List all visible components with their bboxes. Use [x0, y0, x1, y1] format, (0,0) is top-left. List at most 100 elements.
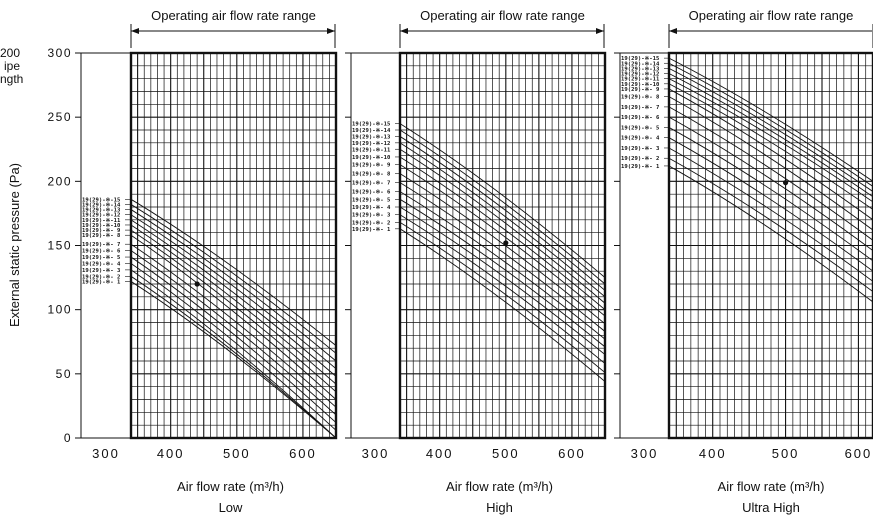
- series-line-10: [669, 83, 873, 210]
- range-arrow-head-left: [669, 28, 677, 34]
- series-curves: [400, 123, 605, 382]
- chart-panel-2: 300 400 500 600 Operating air flow rate rang…: [345, 8, 607, 515]
- series-label: 19(29)-※- 8: [352, 170, 391, 178]
- x-tick-label: 500: [772, 446, 800, 461]
- series-label: 19(29)-※-10: [621, 80, 660, 88]
- series-label: 19(29)-※- 5: [352, 195, 390, 203]
- x-axis-label: Air flow rate (m³/h): [718, 479, 825, 494]
- series-labels: 19(29)-※-1519(29)-※-1419(29)-※-1319(29)-…: [621, 54, 669, 170]
- series-label: 19(29)-※-10: [82, 221, 121, 229]
- series-label: 19(29)-※- 7: [82, 240, 120, 248]
- series-line-12: [400, 142, 605, 298]
- series-label: 19(29)-※- 3: [82, 266, 120, 274]
- operating-range-frame: [667, 51, 873, 440]
- fan-mode-label: Ultra High: [742, 500, 800, 515]
- side-note: 200 ipe ngth: [0, 46, 23, 86]
- series-label: 19(29)-※- 6: [352, 188, 391, 196]
- x-tick-label: 300: [92, 446, 120, 461]
- series-label: 19(29)-※- 9: [352, 161, 391, 169]
- x-tick-label: 600: [558, 446, 586, 461]
- series-curves: [131, 198, 336, 438]
- x-tick-label: 300: [362, 446, 390, 461]
- series-label: 19(29)-※- 1: [352, 225, 391, 233]
- y-tick-label: 300: [47, 46, 72, 60]
- series-line-7: [669, 106, 873, 241]
- operating-range-label: Operating air flow rate range: [420, 8, 585, 23]
- series-line-8: [400, 173, 605, 325]
- series-label: 19(29)-※-12: [352, 139, 390, 147]
- operating-range-frame: [129, 51, 338, 440]
- y-tick-label: 250: [47, 110, 72, 124]
- series-line-10: [400, 156, 605, 311]
- series-labels: 19(29)-※-1519(29)-※-1419(29)-※-1319(29)-…: [352, 120, 400, 233]
- series-label: 19(29)-※- 8: [621, 93, 660, 101]
- series-label: 19(29)-※- 2: [82, 272, 120, 280]
- series-line-1: [131, 281, 336, 438]
- series-line-7: [131, 243, 336, 408]
- operating-range-frame: [398, 51, 607, 440]
- series-line-9: [131, 229, 336, 393]
- series-label: 19(29)-※-14: [621, 59, 660, 67]
- grid: [131, 53, 336, 438]
- series-line-1: [669, 165, 873, 303]
- series-line-8: [131, 234, 336, 400]
- operating-range-label: Operating air flow rate range: [151, 8, 316, 23]
- series-line-15: [131, 198, 336, 346]
- chart-panel-3: 300 400 500 600 Operating air flow rate rang…: [614, 8, 873, 515]
- fan-mode-label: High: [486, 500, 513, 515]
- series-label: 19(29)-※- 5: [82, 253, 120, 261]
- series-label: 19(29)-※-11: [82, 216, 121, 224]
- series-label: 19(29)-※-14: [82, 200, 121, 208]
- series-labels: 19(29)-※-1519(29)-※-1419(29)-※-1319(29)-…: [82, 195, 131, 285]
- series-label: 19(29)-※-10: [352, 153, 391, 161]
- series-label: 19(29)-※-13: [82, 206, 120, 214]
- series-line-13: [131, 209, 336, 362]
- series-label: 19(29)-※- 6: [82, 247, 121, 255]
- series-label: 19(29)-※- 7: [352, 179, 390, 187]
- series-label: 19(29)-※-13: [352, 132, 390, 140]
- x-tick-label: 500: [223, 446, 251, 461]
- series-line-4: [669, 137, 873, 272]
- x-tick-label: 400: [699, 446, 727, 461]
- chart-panel-1: 0 50 100 150 200 250 300 300 400 500 600 Operating …: [47, 8, 338, 515]
- series-line-15: [669, 57, 873, 182]
- series-line-8: [669, 96, 873, 231]
- series-label: 19(29)-※-12: [621, 70, 659, 78]
- series-line-15: [400, 123, 605, 278]
- series-label: 19(29)-※-11: [621, 75, 660, 83]
- y-axis-label: External static pressure (Pa): [7, 163, 22, 327]
- series-label: 19(29)-※- 2: [352, 218, 390, 226]
- series-line-14: [669, 62, 873, 187]
- series-line-6: [131, 250, 336, 416]
- x-tick-label: 300: [631, 446, 659, 461]
- series-line-14: [400, 129, 605, 285]
- series-label: 19(29)-※- 1: [82, 277, 121, 285]
- series-line-12: [669, 73, 873, 198]
- rated-point-marker: [194, 281, 200, 287]
- series-line-3: [131, 269, 336, 438]
- series-label: 19(29)-※- 6: [621, 113, 660, 121]
- series-label: 19(29)-※- 5: [621, 123, 659, 131]
- series-label: 19(29)-※- 2: [621, 154, 659, 162]
- series-label: 19(29)-※- 4: [352, 203, 391, 211]
- series-label: 19(29)-※-13: [621, 64, 659, 72]
- range-arrow-head-right: [596, 28, 604, 34]
- series-line-12: [131, 214, 336, 370]
- side-note-line: 200: [0, 46, 21, 60]
- series-line-14: [131, 204, 336, 354]
- series-label: 19(29)-※- 7: [621, 103, 659, 111]
- series-line-3: [669, 147, 873, 282]
- series-label: 19(29)-※- 4: [82, 259, 121, 267]
- series-label: 19(29)-※-15: [621, 54, 659, 62]
- series-curves: [669, 57, 873, 303]
- series-line-2: [669, 157, 873, 293]
- series-label: 19(29)-※-11: [352, 145, 391, 153]
- series-line-5: [669, 127, 873, 262]
- fan-mode-label: Low: [219, 500, 243, 515]
- rated-point-marker: [782, 180, 789, 186]
- series-line-11: [669, 78, 873, 203]
- series-label: 19(29)-※- 9: [82, 226, 121, 234]
- x-tick-label: 400: [426, 446, 454, 461]
- x-axis-label: Air flow rate (m³/h): [446, 479, 553, 494]
